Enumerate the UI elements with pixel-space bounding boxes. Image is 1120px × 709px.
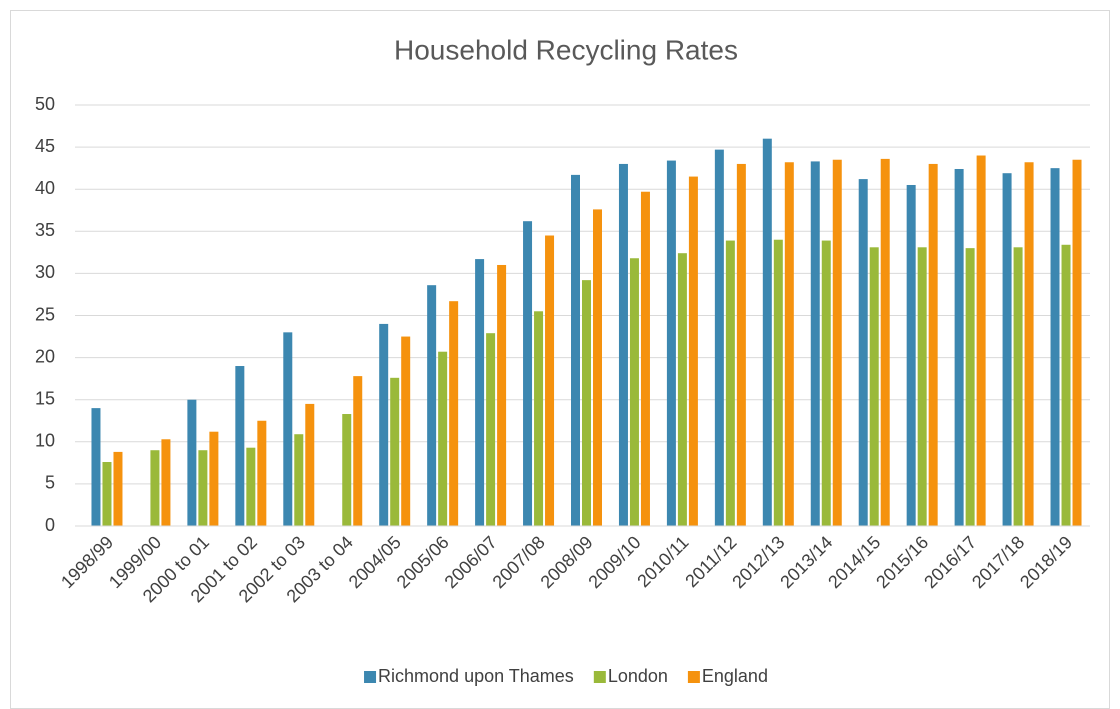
bar [593, 209, 602, 526]
y-tick-label: 5 [45, 473, 55, 493]
y-tick-label: 35 [35, 220, 55, 240]
legend-label: England [702, 666, 768, 686]
bar [1061, 244, 1071, 526]
bar [401, 336, 411, 526]
bar [736, 163, 746, 526]
bar [523, 221, 533, 527]
bar [438, 351, 448, 526]
bar [582, 280, 591, 526]
legend-label: Richmond upon Thames [378, 666, 574, 686]
legend-swatch [687, 671, 700, 683]
legend-swatch [364, 671, 377, 683]
bar [198, 450, 208, 526]
y-tick-label: 15 [35, 388, 55, 408]
bar [305, 403, 315, 526]
bar [858, 179, 868, 526]
chart-title: Household Recycling Rates [394, 34, 738, 65]
bar [773, 239, 783, 526]
bar [102, 462, 112, 526]
bar [1072, 159, 1082, 527]
bar [1013, 247, 1023, 526]
bar [283, 332, 293, 526]
bar [1050, 168, 1060, 526]
bar [832, 159, 842, 527]
bar [486, 333, 496, 526]
bar [965, 248, 975, 526]
bar [235, 366, 245, 526]
bar [976, 155, 986, 526]
bar [545, 235, 555, 526]
bar [187, 399, 197, 526]
bar [784, 162, 794, 527]
legend-swatch [593, 671, 606, 683]
bar [880, 158, 890, 526]
y-tick-label: 25 [35, 304, 55, 324]
bar [246, 447, 256, 526]
bar [928, 163, 938, 526]
bar [810, 161, 820, 526]
bar [390, 377, 400, 526]
bar [688, 176, 698, 526]
bar [1002, 173, 1012, 526]
bar [353, 376, 363, 526]
bar [629, 258, 639, 526]
bar [449, 301, 459, 526]
bar [571, 174, 580, 527]
bar [618, 163, 628, 526]
bar [1024, 162, 1034, 527]
bar [209, 431, 219, 526]
y-tick-label: 50 [35, 94, 55, 114]
bar [677, 253, 687, 526]
bar [725, 240, 735, 526]
y-tick-label: 10 [35, 431, 55, 451]
bar [113, 451, 123, 526]
y-tick-label: 45 [35, 136, 55, 156]
y-tick-label: 40 [35, 178, 55, 198]
bar [917, 247, 927, 526]
bar [869, 247, 879, 526]
bar [714, 149, 724, 526]
bar [427, 285, 437, 526]
bar [379, 323, 389, 526]
bar [534, 311, 544, 526]
bar [640, 191, 650, 526]
bar [91, 408, 101, 526]
bar [475, 259, 485, 526]
bar [666, 160, 676, 526]
bar [954, 168, 964, 526]
bar [906, 184, 916, 527]
bar [342, 414, 352, 526]
bar [497, 264, 507, 526]
legend-label: London [608, 666, 668, 686]
bar [161, 439, 171, 526]
y-tick-label: 0 [45, 515, 55, 535]
bar [821, 240, 831, 526]
y-tick-label: 30 [35, 262, 55, 282]
bar [257, 420, 267, 526]
bar [150, 450, 160, 526]
chart-frame [10, 10, 1110, 709]
bar [762, 138, 772, 526]
y-tick-label: 20 [35, 346, 55, 366]
bar [294, 434, 304, 526]
